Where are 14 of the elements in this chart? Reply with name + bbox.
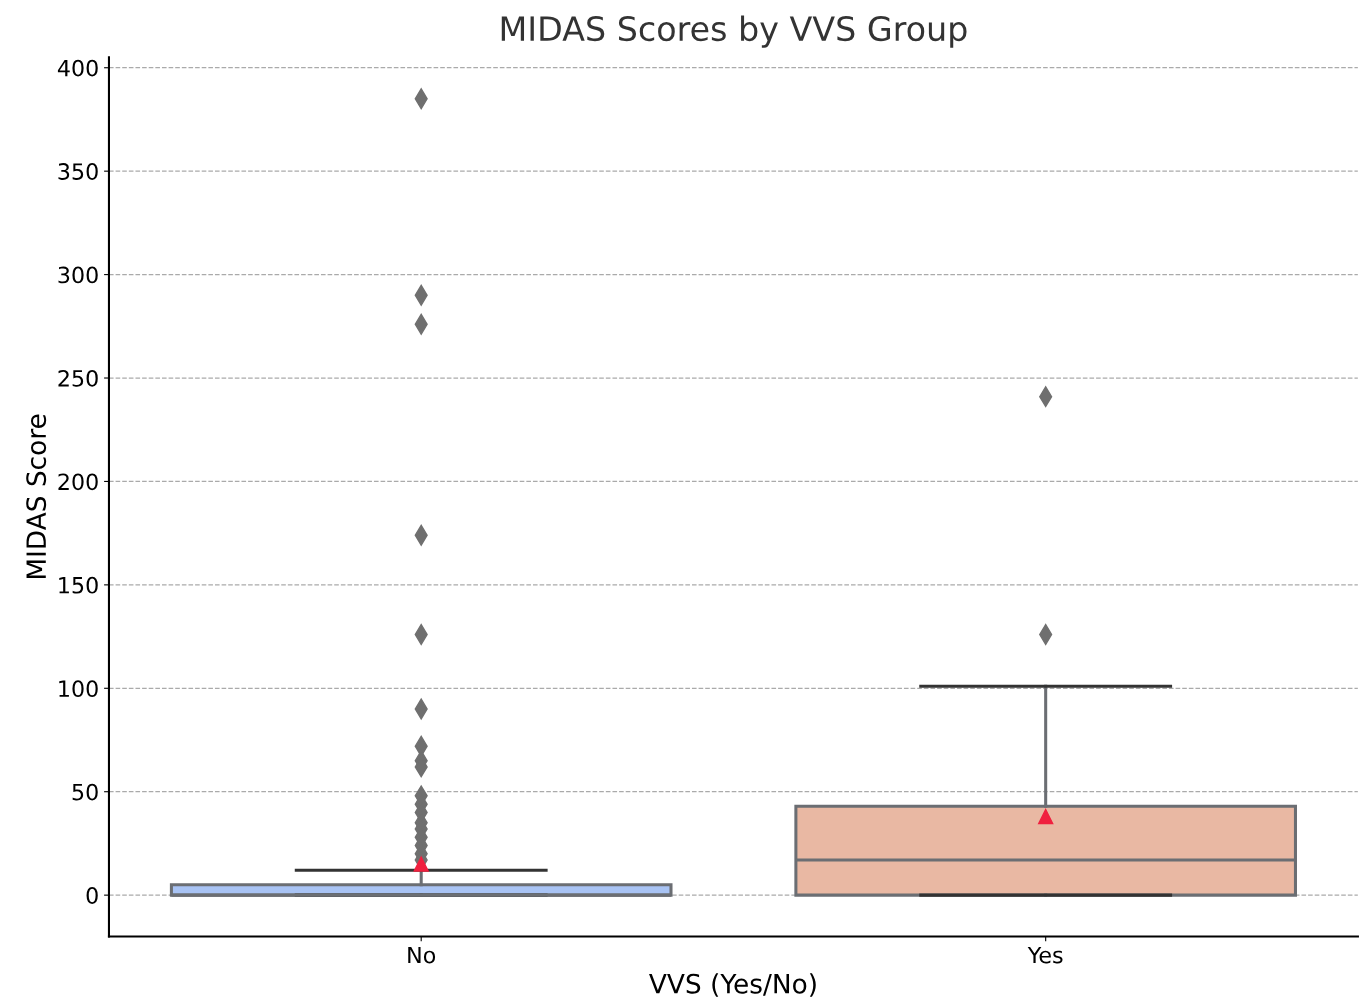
y-tick-label: 100 xyxy=(59,680,98,698)
x-axis-title: VVS (Yes/No) xyxy=(649,973,816,997)
y-tick-label: 400 xyxy=(57,59,98,77)
y-tick-label: 350 xyxy=(58,163,98,180)
y-axis-title: MIDAS Score xyxy=(26,414,47,579)
y-tick-label: 150 xyxy=(59,576,98,594)
y-tick-label: 200 xyxy=(58,473,98,491)
y-tick-label: 0 xyxy=(86,887,98,904)
x-tick-label: No xyxy=(408,946,436,964)
y-tick-label: 50 xyxy=(72,783,98,801)
x-tick-label: Yes xyxy=(1027,946,1063,964)
y-tick-label: 300 xyxy=(58,266,98,284)
chart-title: MIDAS Scores by VVS Group xyxy=(501,15,967,48)
y-tick-label: 250 xyxy=(58,369,98,387)
